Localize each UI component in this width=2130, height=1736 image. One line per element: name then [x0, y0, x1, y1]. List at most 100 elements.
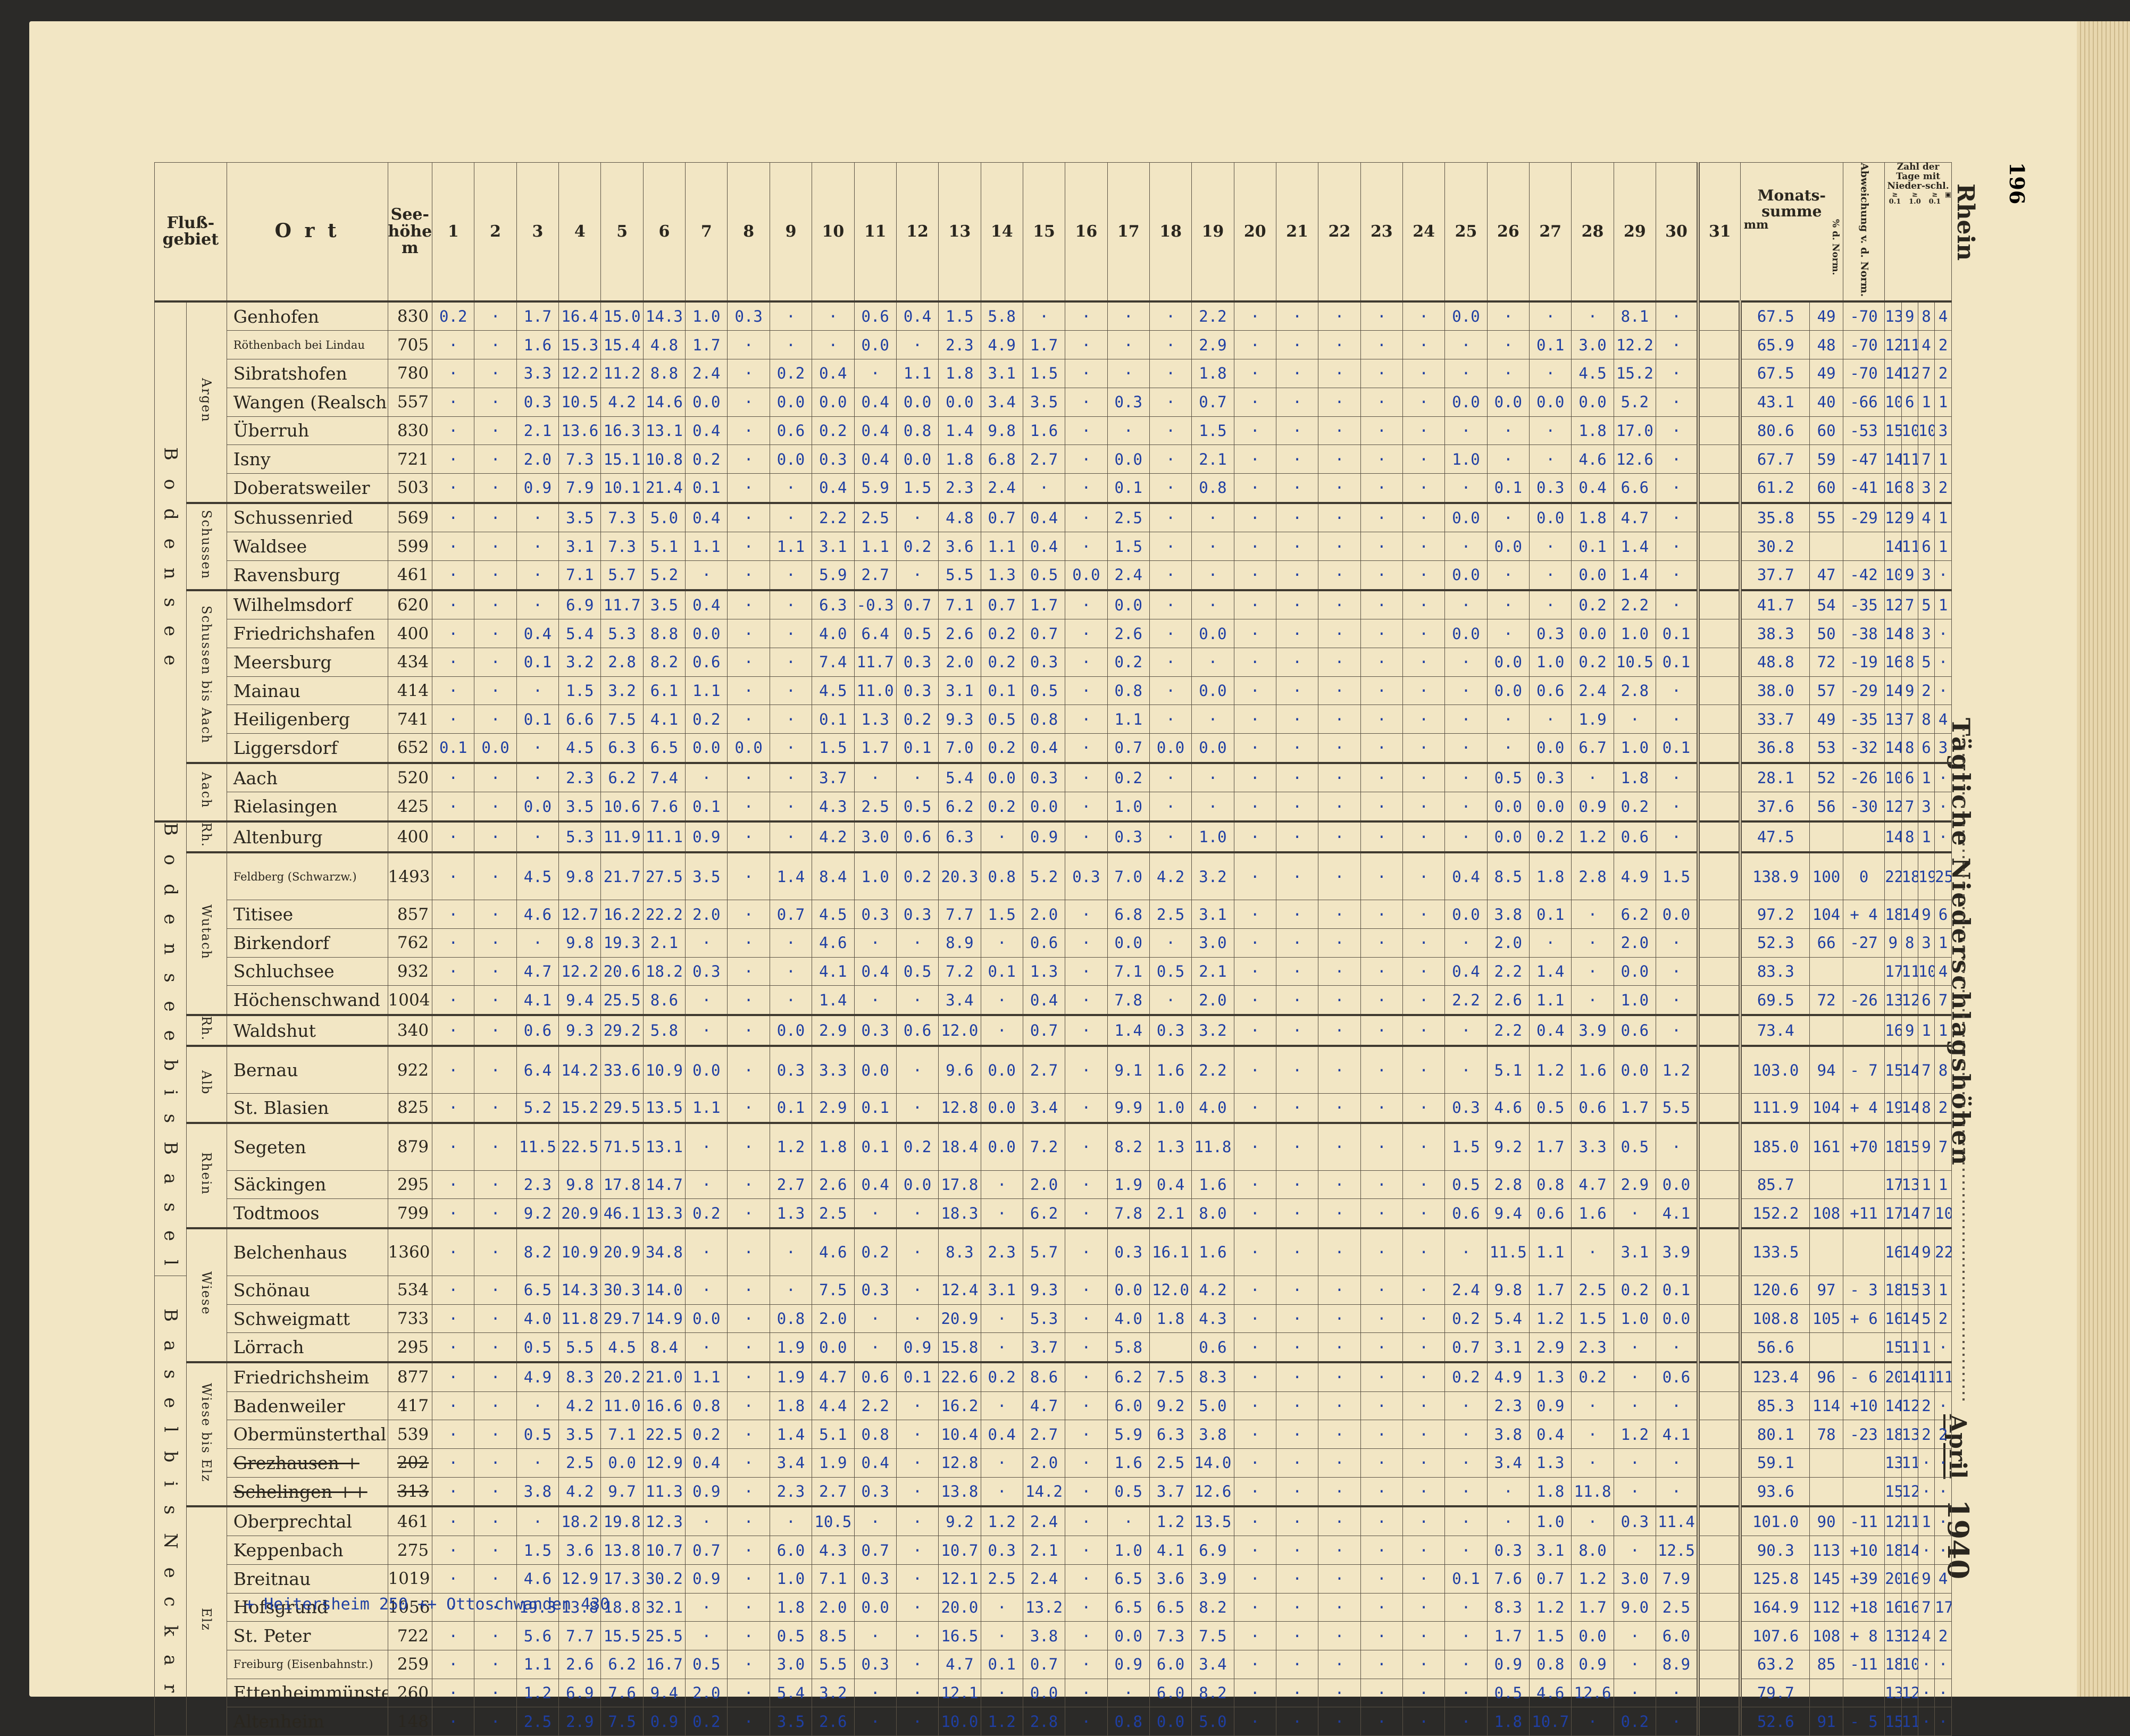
station-name: Altenheim	[226, 1707, 388, 1736]
percent-of-normal: 48	[1809, 330, 1843, 360]
daily-value: ·	[1360, 733, 1403, 764]
daily-value: ·	[1656, 589, 1699, 620]
daily-value: ·	[1149, 532, 1192, 561]
daily-value: 2.4	[1571, 676, 1614, 706]
station-name: Doberatsweiler	[226, 473, 388, 504]
region-label: B o d e n s e e b i s B a s e l	[154, 820, 187, 1276]
daily-value: ·	[1656, 761, 1699, 793]
daily-value: 2.0	[812, 1592, 855, 1622]
deviation-from-normal: -70	[1842, 330, 1885, 360]
daily-value: 1.2	[980, 1505, 1023, 1537]
daily-value: 0.9	[685, 820, 728, 853]
percent-of-normal: 66	[1809, 928, 1843, 958]
daily-value: ·	[474, 761, 517, 793]
percent-of-normal: 108	[1809, 1621, 1843, 1650]
daily-value: 33.6	[600, 1045, 644, 1094]
header-day-23: 23	[1360, 162, 1403, 302]
basin-label: Wiese bis Elz	[186, 1361, 227, 1507]
daily-value: ·	[896, 1477, 939, 1507]
daily-value: ·	[1065, 1304, 1108, 1334]
daily-value: 1.8	[1613, 761, 1657, 793]
daily-value: 22.6	[938, 1361, 981, 1392]
day-count: 9	[1917, 1227, 1935, 1276]
daily-value: 12.9	[558, 1564, 602, 1594]
daily-value: 5.9	[1107, 1420, 1150, 1449]
daily-value: ·	[1529, 445, 1572, 474]
daily-value: 4.8	[642, 330, 686, 360]
daily-value: ·	[727, 928, 770, 958]
daily-value: ·	[769, 560, 813, 591]
daily-value: 13.8	[600, 1536, 644, 1565]
day-count: 18	[1884, 1121, 1902, 1171]
daily-value: ·	[1065, 359, 1108, 388]
station-name: Bernau	[226, 1045, 388, 1094]
day-count: 7	[1917, 1592, 1935, 1622]
daily-value: 3.8	[1191, 1420, 1234, 1449]
daily-value: ·	[1571, 1448, 1614, 1478]
daily-value: 2.0	[1486, 928, 1530, 958]
daily-value: ·	[432, 957, 475, 986]
daily-value: ·	[474, 1013, 517, 1046]
deviation-from-normal: -42	[1842, 560, 1885, 591]
daily-value: 1.8	[1571, 416, 1614, 446]
daily-value: ·	[1444, 1505, 1488, 1537]
deviation-from-normal	[1842, 1332, 1885, 1363]
day-count: 6	[1901, 387, 1918, 417]
station-elevation: 1019	[387, 1564, 433, 1594]
daily-value: 2.5	[1571, 1275, 1614, 1305]
daily-value: ·	[474, 300, 517, 331]
daily-value: ·	[727, 1448, 770, 1478]
daily-value: ·	[1360, 473, 1403, 504]
monthly-sum: 47.5	[1739, 820, 1810, 853]
daily-value: ·	[1065, 416, 1108, 446]
daily-value: ·	[516, 1505, 559, 1537]
monthly-sum: 80.1	[1739, 1420, 1810, 1449]
daily-value: 0.0	[938, 387, 981, 417]
day-count: 13	[1884, 1448, 1902, 1478]
daily-value: ·	[1444, 1707, 1488, 1736]
basin-label-text: Argen	[199, 378, 214, 423]
day-count: 14	[1884, 676, 1902, 706]
daily-value: ·	[1360, 1198, 1403, 1229]
station-row: Überruh 830 · · 2.1 13.6 16.3 13.1 0.4 · 0.6 0.2 0.4…	[155, 416, 1952, 446]
day-count: 12	[1901, 359, 1918, 388]
daily-value: 3.5	[642, 589, 686, 620]
daily-value: ·	[1149, 359, 1192, 388]
daily-value: ·	[1318, 532, 1361, 561]
daily-value: 2.0	[1022, 1170, 1066, 1200]
percent-of-normal: 96	[1809, 1361, 1843, 1392]
daily-value: 6.2	[1613, 900, 1657, 929]
daily-value: 8.6	[642, 985, 686, 1016]
daily-value: 0.9	[516, 473, 559, 504]
daily-value: ·	[1656, 1448, 1699, 1478]
daily-value: ·	[1613, 705, 1657, 734]
daily-value: ·	[1402, 330, 1446, 360]
day-count: ·	[1917, 1678, 1935, 1708]
header-day-15: 15	[1022, 162, 1066, 302]
daily-value: ·	[1275, 1420, 1319, 1449]
basin-label: Aach	[186, 761, 227, 822]
daily-value: 9.4	[1486, 1198, 1530, 1229]
daily-value: ·	[474, 1121, 517, 1171]
daily-value: ·	[1444, 589, 1488, 620]
daily-value: 4.0	[812, 619, 855, 648]
day-count: 4	[1934, 300, 1952, 331]
station-row: Liggersdorf 652 0.1 0.0 · 4.5 6.3 6.5 0.0 0.0 · 1.5…	[155, 733, 1952, 764]
daily-value: ·	[1275, 1093, 1319, 1123]
station-name: Wilhelmsdorf	[226, 589, 388, 620]
daily-value: ·	[474, 1227, 517, 1276]
daily-value: 4.0	[516, 1304, 559, 1334]
day-count: 15	[1884, 1477, 1902, 1507]
daily-value: 12.7	[558, 900, 602, 929]
daily-value: 5.3	[1022, 1304, 1066, 1334]
daily-value: 2.5	[980, 1564, 1023, 1594]
daily-value: ·	[769, 473, 813, 504]
daily-value: ·	[1275, 851, 1319, 901]
daily-value: 7.1	[1107, 957, 1150, 986]
daily-value: 0.6	[854, 300, 897, 331]
daily-value: 5.3	[558, 820, 602, 853]
day-count: ·	[1934, 619, 1952, 648]
daily-value: 5.6	[516, 1621, 559, 1650]
daily-value: ·	[896, 1227, 939, 1276]
daily-value: 0.0	[1529, 733, 1572, 764]
